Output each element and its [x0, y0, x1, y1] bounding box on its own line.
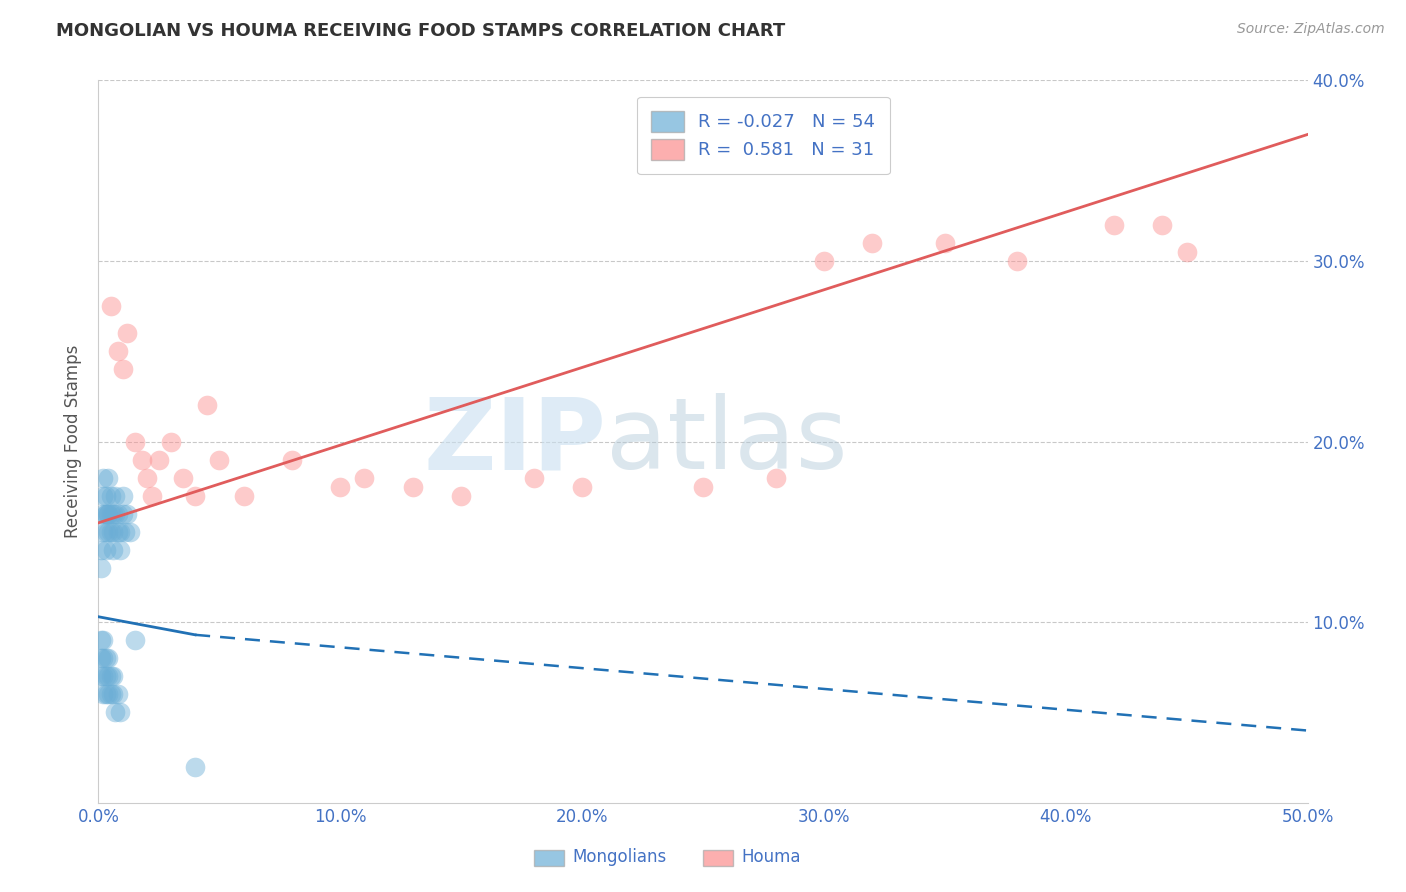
Point — [124, 434, 146, 449]
Point — [100, 669, 122, 683]
Point — [94, 687, 117, 701]
Point — [97, 524, 120, 539]
Point — [1175, 244, 1198, 259]
Point — [195, 398, 218, 412]
FancyBboxPatch shape — [703, 850, 734, 865]
Point — [100, 687, 122, 701]
Point — [90, 651, 112, 665]
Point — [91, 633, 114, 648]
Point — [208, 452, 231, 467]
Point — [107, 507, 129, 521]
Text: ZIP: ZIP — [423, 393, 606, 490]
Legend: R = -0.027   N = 54, R =  0.581   N = 31: R = -0.027 N = 54, R = 0.581 N = 31 — [637, 96, 890, 174]
Point — [1102, 218, 1125, 232]
Point — [91, 507, 114, 521]
Point — [90, 633, 112, 648]
Point — [97, 651, 120, 665]
Point — [172, 471, 194, 485]
Point — [1007, 254, 1029, 268]
Point — [184, 489, 207, 503]
Point — [114, 524, 136, 539]
Text: Source: ZipAtlas.com: Source: ZipAtlas.com — [1237, 22, 1385, 37]
Point — [97, 507, 120, 521]
Point — [107, 524, 129, 539]
Point — [97, 687, 120, 701]
Point — [94, 651, 117, 665]
Point — [402, 480, 425, 494]
Point — [934, 235, 956, 250]
Point — [94, 524, 117, 539]
Point — [108, 542, 131, 557]
Point — [523, 471, 546, 485]
Point — [160, 434, 183, 449]
Point — [111, 489, 134, 503]
Point — [117, 326, 139, 340]
Point — [101, 524, 124, 539]
FancyBboxPatch shape — [534, 850, 564, 865]
Point — [104, 706, 127, 720]
Point — [91, 687, 114, 701]
Point — [232, 489, 254, 503]
Point — [108, 706, 131, 720]
Point — [91, 669, 114, 683]
Text: Mongolians: Mongolians — [572, 848, 666, 866]
Point — [101, 687, 124, 701]
Point — [111, 362, 134, 376]
Point — [353, 471, 375, 485]
Point — [90, 561, 112, 575]
Point — [765, 471, 787, 485]
Point — [135, 471, 157, 485]
Point — [91, 524, 114, 539]
Point — [131, 452, 153, 467]
Point — [100, 489, 122, 503]
Point — [94, 669, 117, 683]
Point — [104, 489, 127, 503]
Point — [101, 542, 124, 557]
Point — [148, 452, 170, 467]
Point — [97, 507, 120, 521]
Y-axis label: Receiving Food Stamps: Receiving Food Stamps — [65, 345, 83, 538]
Point — [100, 524, 122, 539]
Point — [97, 669, 120, 683]
Point — [118, 524, 141, 539]
Point — [101, 507, 124, 521]
Point — [90, 542, 112, 557]
Point — [329, 480, 352, 494]
Point — [91, 489, 114, 503]
Text: atlas: atlas — [606, 393, 848, 490]
Point — [108, 524, 131, 539]
Point — [813, 254, 835, 268]
Point — [860, 235, 883, 250]
Point — [90, 669, 112, 683]
Text: Houma: Houma — [742, 848, 801, 866]
Point — [94, 507, 117, 521]
Point — [94, 489, 117, 503]
Point — [104, 507, 127, 521]
Point — [141, 489, 163, 503]
Point — [117, 507, 139, 521]
Point — [111, 507, 134, 521]
Point — [107, 344, 129, 359]
Point — [571, 480, 593, 494]
Text: MONGOLIAN VS HOUMA RECEIVING FOOD STAMPS CORRELATION CHART: MONGOLIAN VS HOUMA RECEIVING FOOD STAMPS… — [56, 22, 786, 40]
Point — [91, 471, 114, 485]
Point — [281, 452, 304, 467]
Point — [124, 633, 146, 648]
Point — [1152, 218, 1174, 232]
Point — [100, 299, 122, 313]
Point — [94, 507, 117, 521]
Point — [101, 669, 124, 683]
Point — [100, 507, 122, 521]
Point — [97, 471, 120, 485]
Point — [91, 651, 114, 665]
Point — [94, 542, 117, 557]
Point — [692, 480, 714, 494]
Point — [107, 687, 129, 701]
Point — [450, 489, 472, 503]
Point — [184, 760, 207, 774]
